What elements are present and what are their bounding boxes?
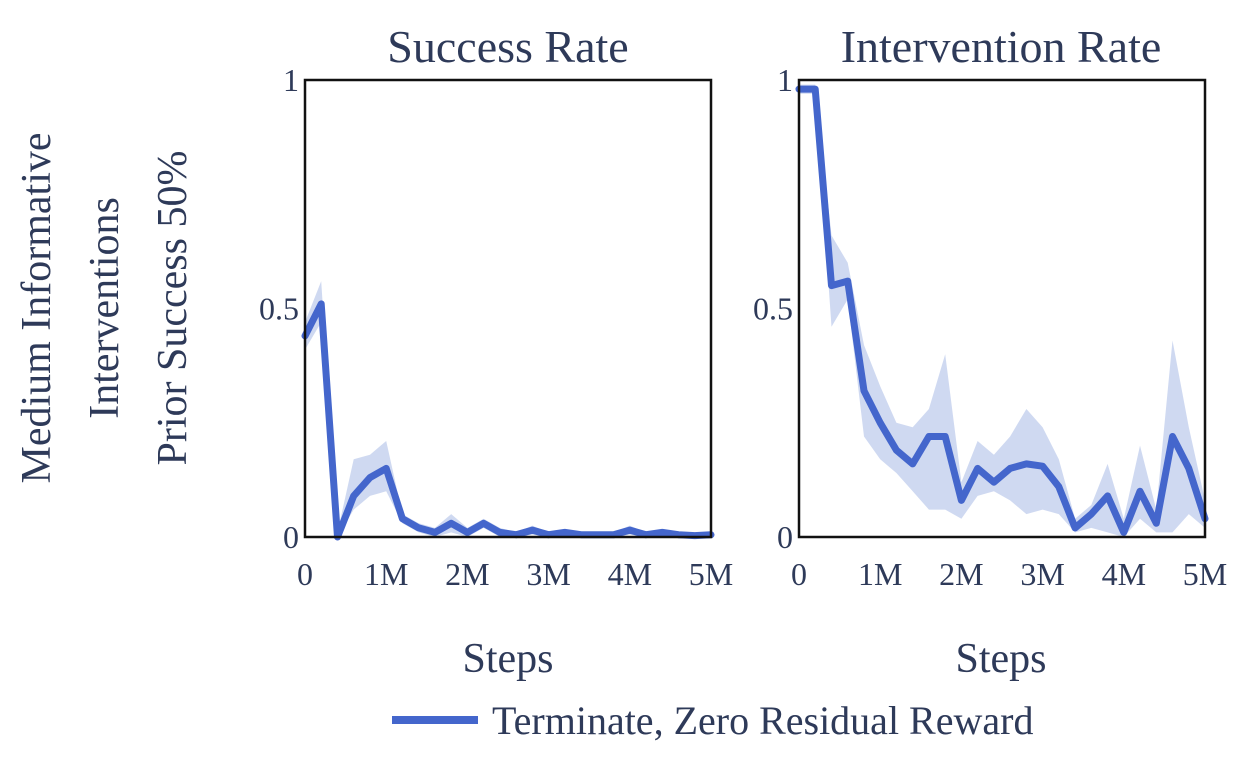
data-point [628,528,632,532]
data-point [959,498,963,502]
x-tick-label: 3M [1020,556,1064,592]
row-label: Medium Informative Interventions Prior S… [14,132,196,483]
data-point [1122,530,1126,534]
series-line [795,85,1209,536]
data-point [1089,512,1093,516]
data-point [530,528,534,532]
data-point [319,302,323,306]
data-point [482,521,486,525]
data-point [384,466,388,470]
data-point [1187,466,1191,470]
plot-frame [797,78,1207,539]
x-tick-label: 4M [608,556,652,592]
x-axis-title: Steps [955,636,1046,682]
data-point [1138,489,1142,493]
x-tick-label: 5M [689,556,733,592]
data-point [927,435,931,439]
data-point [878,421,882,425]
x-tick-label: 0 [791,556,807,592]
intervention-rate-chart: Intervention Rate 0 1M 2M 3M 4M 5M 0 0.5 1 Steps [753,21,1227,682]
y-tick-label: 1 [283,62,299,98]
data-point [417,526,421,530]
data-point [1057,485,1061,489]
data-point [943,435,947,439]
data-point [830,284,834,288]
legend: Terminate, Zero Residual Reward [392,698,1033,743]
data-point [846,279,850,283]
data-point [976,466,980,470]
y-tick-label: 0.5 [753,291,793,327]
chart-title: Intervention Rate [841,21,1162,72]
x-tick-label: 0 [297,556,313,592]
plot-frame [303,78,713,539]
legend-label: Terminate, Zero Residual Reward [492,698,1033,743]
data-point [1041,464,1045,468]
data-point [433,530,437,534]
data-point [563,530,567,534]
x-tick-label: 2M [445,556,489,592]
row-label-line-1: Medium Informative [14,132,60,483]
data-point [352,494,356,498]
data-point [1154,521,1158,525]
data-point [368,476,372,480]
plot-area: 0 1M 2M 3M 4M 5M 0 0.5 1 [753,62,1227,592]
data-point [894,448,898,452]
confidence-band [799,84,1205,537]
y-tick-label: 0 [777,519,793,555]
chart-title: Success Rate [387,21,628,72]
row-label-line-2: Interventions [82,197,128,419]
data-point [660,530,664,534]
data-point [911,462,915,466]
data-point [498,530,502,534]
x-tick-label: 2M [939,556,983,592]
y-tick-label: 0 [283,519,299,555]
series-line [301,300,715,541]
row-label-line-3: Prior Success 50% [150,151,196,466]
data-point [1106,494,1110,498]
y-tick-label: 0.5 [259,291,299,327]
data-point [449,521,453,525]
x-tick-label: 3M [526,556,570,592]
data-point [813,87,817,91]
x-tick-label: 1M [858,556,902,592]
x-tick-label: 4M [1102,556,1146,592]
data-point [400,517,404,521]
data-point [862,389,866,393]
success-rate-chart: Success Rate 0 1M 2M 3M 4M 5M 0 0.5 1 Steps [259,21,733,682]
x-tick-label: 5M [1183,556,1227,592]
x-axis-title: Steps [462,636,553,682]
data-point [1024,462,1028,466]
y-tick-label: 1 [777,62,793,98]
data-point [992,480,996,484]
data-point [1008,466,1012,470]
plot-area: 0 1M 2M 3M 4M 5M 0 0.5 1 [259,62,733,592]
data-point [1171,435,1175,439]
data-point [1073,526,1077,530]
data-point [465,530,469,534]
x-tick-label: 1M [364,556,408,592]
confidence-band [305,281,711,537]
